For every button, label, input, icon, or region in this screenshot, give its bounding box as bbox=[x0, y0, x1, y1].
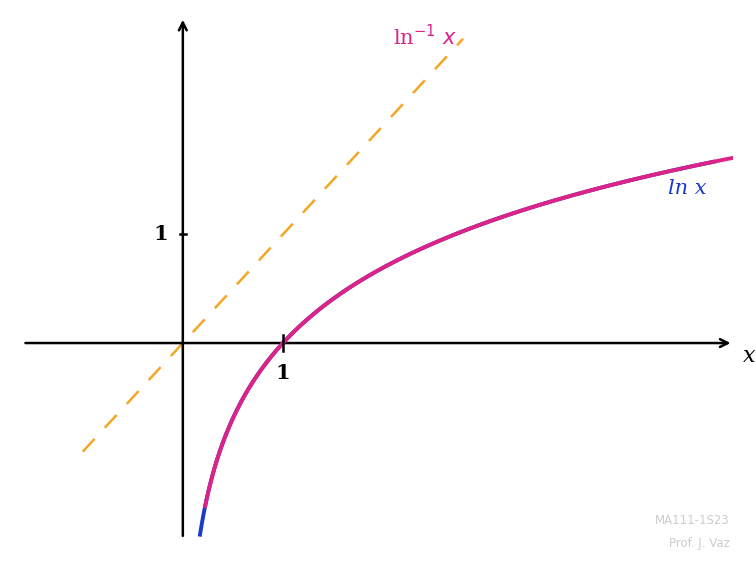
Text: 1: 1 bbox=[276, 363, 290, 383]
Text: Prof. J. Vaz: Prof. J. Vaz bbox=[668, 537, 730, 550]
Text: 1: 1 bbox=[153, 225, 168, 244]
Text: x: x bbox=[743, 345, 756, 367]
Text: MA111-1S23: MA111-1S23 bbox=[655, 514, 730, 527]
Text: ln x: ln x bbox=[668, 179, 707, 198]
Text: ln$^{-1}$ $x$: ln$^{-1}$ $x$ bbox=[393, 24, 457, 49]
